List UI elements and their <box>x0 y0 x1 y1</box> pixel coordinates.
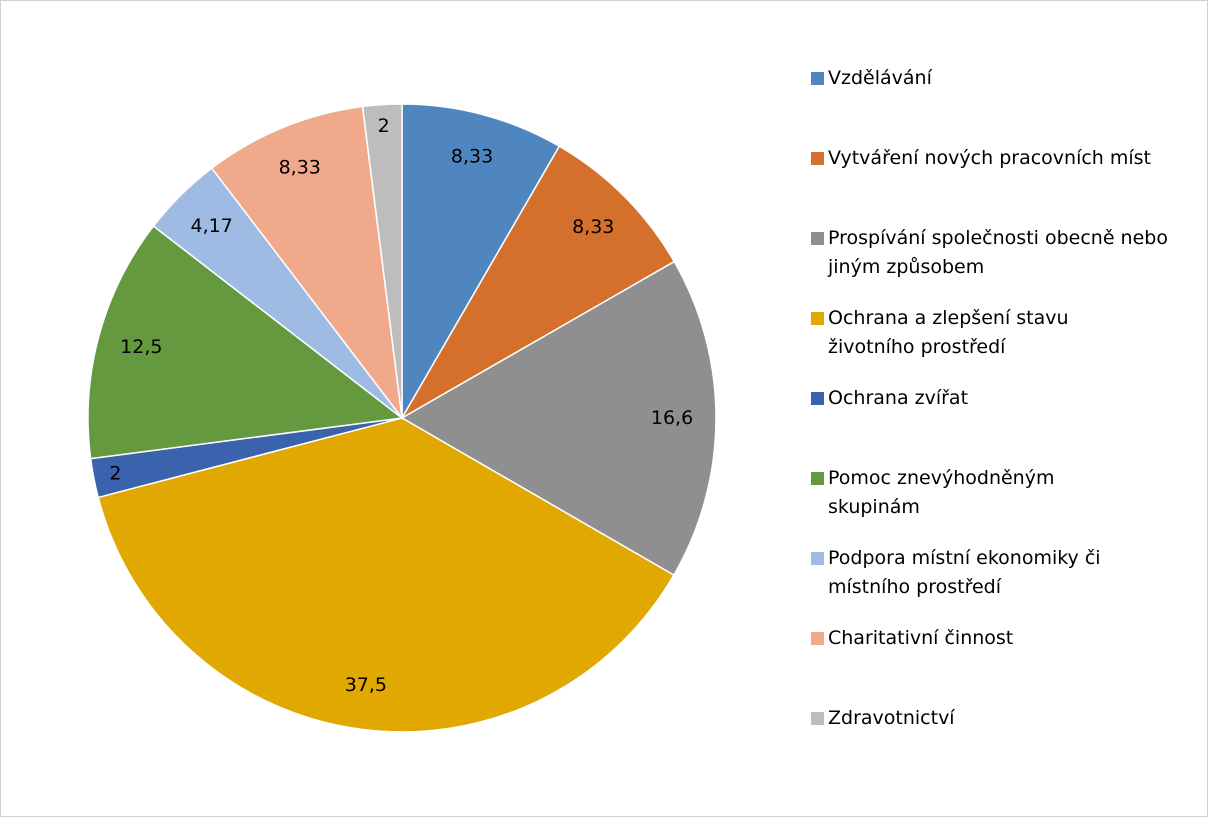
legend-label: Vytváření nových pracovních míst <box>828 147 1152 169</box>
legend-label: Vzdělávání <box>828 67 932 89</box>
data-label: 8,33 <box>451 146 493 168</box>
data-label: 2 <box>109 462 121 484</box>
legend-swatch <box>811 72 824 85</box>
legend-label: Zdravotnictví <box>828 707 955 729</box>
data-label: 16,6 <box>651 407 693 429</box>
legend-swatch <box>811 312 824 325</box>
legend-item: Vzdělávání <box>811 64 1176 93</box>
legend-swatch <box>811 632 824 645</box>
legend-swatch <box>811 392 824 405</box>
pie-slice <box>210 105 404 421</box>
data-label: 4,17 <box>191 215 233 237</box>
legend-item: Zdravotnictví <box>811 704 1176 733</box>
pie-slice <box>87 225 404 460</box>
legend-label: Ochrana zvířat <box>828 387 969 409</box>
data-label: 8,33 <box>572 216 614 238</box>
legend-swatch <box>811 552 824 565</box>
pie-slice <box>401 103 561 421</box>
legend-label: Pomoc znevýhodněným skupinám <box>828 467 1055 518</box>
legend-label: Ochrana a zlepšení stavu životního prost… <box>828 307 1069 358</box>
legend-swatch <box>811 712 824 725</box>
legend-swatch <box>811 472 824 485</box>
legend-label: Prospívání společnosti obecně nebo jiným… <box>828 227 1168 278</box>
pie-slice <box>361 103 403 419</box>
legend-swatch <box>811 152 824 165</box>
pie-slice <box>400 260 717 577</box>
legend-item: Ochrana a zlepšení stavu životního prost… <box>811 304 1086 362</box>
data-label: 12,5 <box>120 336 162 358</box>
legend-item: Pomoc znevýhodněným skupinám <box>811 464 1091 522</box>
legend-swatch <box>811 232 824 245</box>
legend-label: Podpora místní ekonomiky či místního pro… <box>828 547 1101 598</box>
legend-item: Charitativní činnost <box>811 624 1176 653</box>
data-label: 8,33 <box>279 157 321 179</box>
legend-item: Ochrana zvířat <box>811 384 1176 413</box>
pie-slice <box>97 417 675 733</box>
legend-label: Charitativní činnost <box>828 627 1014 649</box>
data-label: 2 <box>378 115 390 137</box>
pie-slice <box>399 145 676 421</box>
legend-item: Podpora místní ekonomiky či místního pro… <box>811 544 1131 602</box>
data-label: 37,5 <box>345 674 387 696</box>
legend-item: Prospívání společnosti obecně nebo jiným… <box>811 224 1176 282</box>
legend-item: Vytváření nových pracovních míst <box>811 144 1176 173</box>
